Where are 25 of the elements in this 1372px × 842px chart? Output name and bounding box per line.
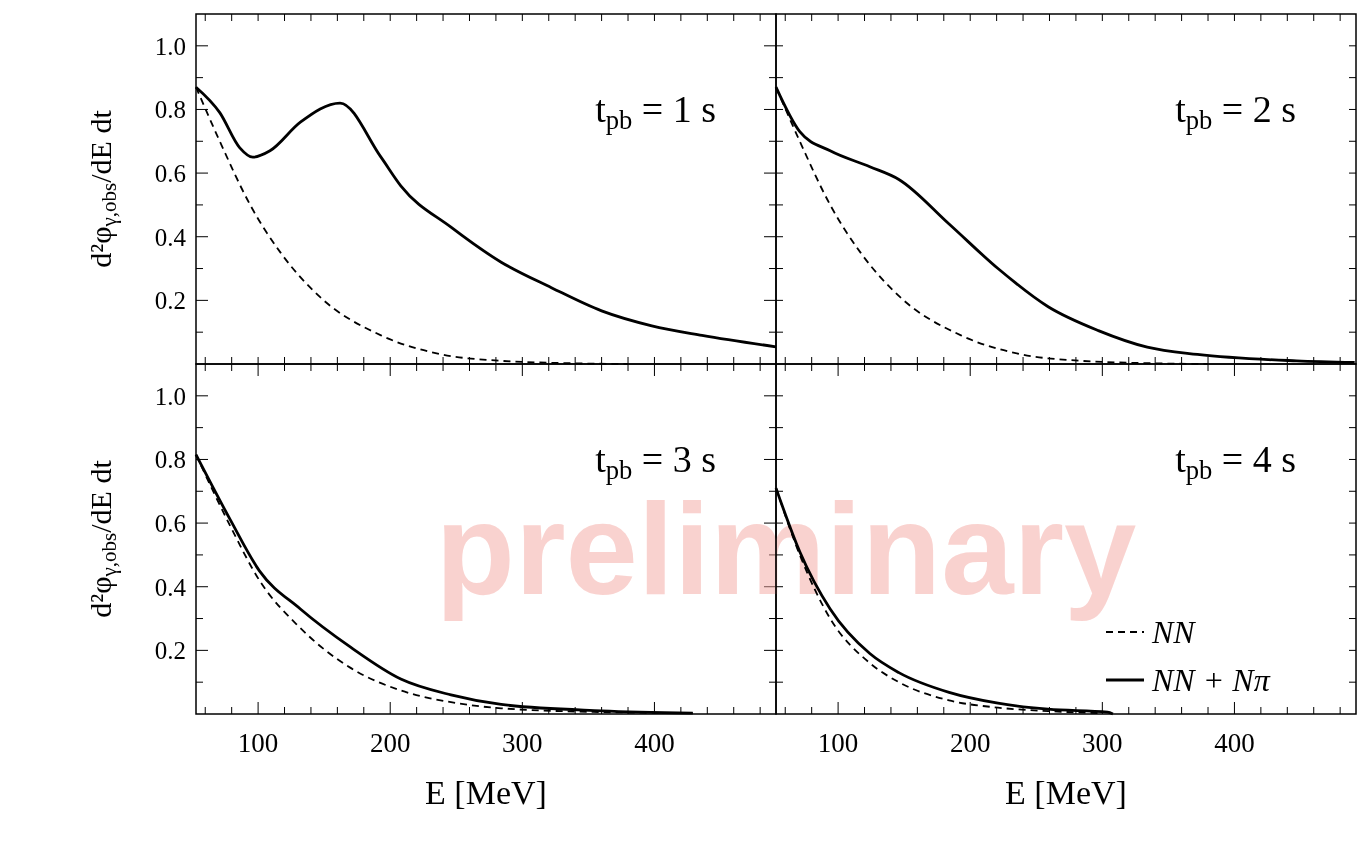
y-tick-label: 0.2: [154, 287, 186, 315]
x-tick-label: 300: [502, 728, 543, 758]
y-tick-label: 0.4: [154, 573, 187, 601]
y-tick-label: 1.0: [154, 382, 186, 410]
legend-label: NN + Nπ: [1151, 662, 1271, 698]
y-tick-label: 1.0: [154, 32, 186, 60]
y-tick-label: 0.8: [154, 446, 186, 474]
y-tick-label: 0.6: [154, 160, 186, 188]
x-axis-title: E [MeV]: [425, 774, 547, 811]
annotation: t$_{pb}$ = 1 s: [595, 88, 716, 135]
y-tick-label: 0.2: [154, 637, 186, 665]
x-tick-label: 300: [1082, 728, 1123, 758]
x-tick-label: 100: [237, 728, 279, 758]
x-tick-label: 400: [634, 728, 675, 758]
x-tick-label: 100: [817, 728, 859, 758]
x-tick-label: 200: [369, 728, 411, 758]
x-axis-title: E [MeV]: [1005, 774, 1127, 811]
x-tick-label: 400: [1214, 728, 1255, 758]
y-tick-label: 0.4: [154, 223, 187, 251]
legend-label: NN: [1151, 614, 1197, 650]
y-tick-label: 0.8: [154, 96, 186, 124]
annotation: t$_{pb}$ = 2 s: [1175, 88, 1296, 135]
annotation: t$_{pb}$ = 4 s: [1175, 438, 1296, 485]
x-tick-label: 200: [949, 728, 991, 758]
y-tick-label: 0.6: [154, 510, 186, 538]
